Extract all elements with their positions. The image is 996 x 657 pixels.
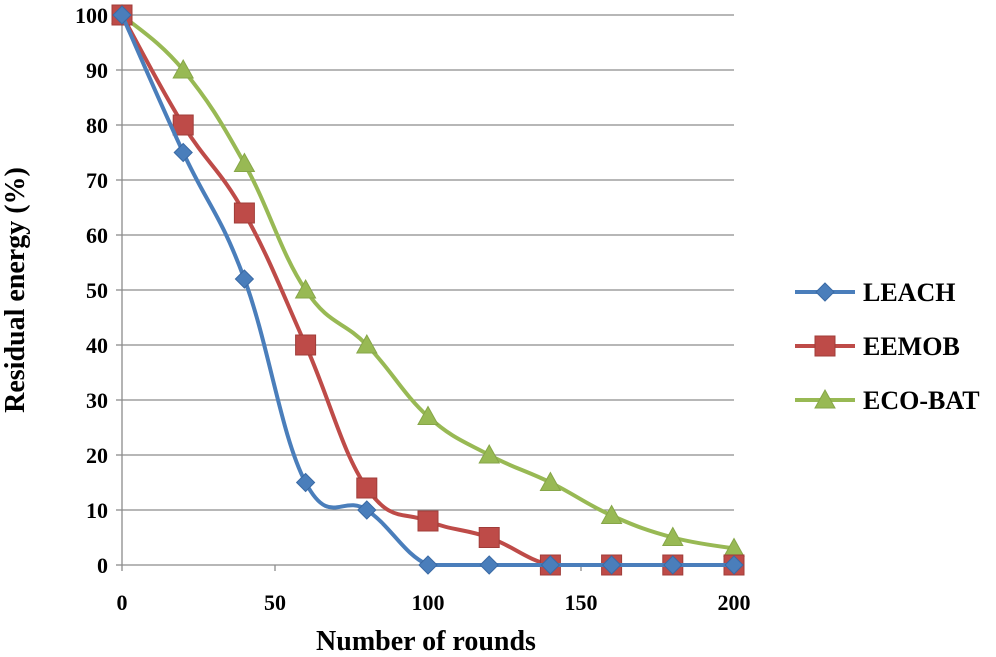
- y-tick-label: 40: [86, 333, 108, 358]
- axis-layer: [116, 14, 735, 571]
- data-point-leach: [234, 269, 255, 289]
- series-leach: [112, 5, 744, 575]
- series-line-eco-bat: [120, 13, 736, 551]
- data-point-eemob: [233, 202, 255, 224]
- y-tick-label: 80: [86, 113, 108, 138]
- data-point-leach: [112, 5, 132, 25]
- data-point-leach: [418, 555, 438, 575]
- grid-layer: [122, 14, 734, 511]
- data-point-leach: [663, 555, 683, 575]
- y-tick-label: 70: [86, 168, 108, 193]
- data-point-eemob: [295, 334, 317, 356]
- data-point-eco-bat: [355, 333, 378, 354]
- x-tick-label: 150: [565, 590, 598, 615]
- y-tick-label: 90: [86, 58, 108, 83]
- y-tick-label: 20: [86, 443, 108, 468]
- data-point-eco-bat: [600, 504, 623, 524]
- data-point-eemob: [356, 477, 378, 499]
- data-point-eemob: [417, 510, 439, 532]
- y-axis-title: Residual energy (%): [0, 167, 31, 413]
- data-point-eco-bat: [478, 443, 501, 464]
- y-tick-label: 10: [86, 498, 108, 523]
- legend-item-eco-bat: ECO-BAT: [795, 386, 980, 415]
- x-tick-label: 0: [117, 590, 128, 615]
- data-point-eco-bat: [172, 58, 195, 79]
- y-tick-label: 60: [86, 223, 108, 248]
- data-point-leach: [173, 142, 193, 163]
- legend-marker: [815, 282, 835, 302]
- data-point-leach: [724, 555, 744, 575]
- legend-marker: [814, 335, 836, 357]
- legend-item-eemob: EEMOB: [795, 332, 960, 361]
- data-point-eco-bat: [539, 471, 562, 491]
- y-tick-label: 100: [75, 3, 108, 28]
- legend-marker: [814, 388, 836, 409]
- data-point-leach: [295, 472, 316, 493]
- legend-label: EEMOB: [863, 332, 960, 361]
- data-point-eco-bat: [661, 526, 684, 546]
- legend-label: LEACH: [863, 278, 955, 307]
- data-point-eemob: [172, 114, 194, 136]
- data-point-leach: [357, 500, 377, 520]
- legend: LEACH EEMOB ECO-BAT: [795, 278, 980, 415]
- tick-label-layer: 0 10 20 30 40 50 60 70 80 90 100 0 50 100 150 200: [75, 3, 751, 615]
- data-point-eco-bat: [417, 405, 439, 425]
- data-point-leach: [601, 555, 622, 575]
- data-point-leach: [540, 555, 561, 575]
- series-layer: [111, 3, 745, 576]
- legend-label: ECO-BAT: [863, 386, 980, 415]
- x-tick-label: 200: [718, 590, 751, 615]
- data-point-leach: [479, 555, 499, 575]
- data-point-eco-bat: [233, 152, 256, 172]
- x-tick-label: 100: [412, 590, 445, 615]
- x-axis-title: Number of rounds: [316, 626, 536, 657]
- y-tick-label: 30: [86, 388, 108, 413]
- series-eco-bat: [111, 3, 745, 557]
- y-tick-label: 50: [86, 278, 108, 303]
- data-point-eco-bat: [294, 278, 317, 299]
- data-point-eemob: [478, 527, 500, 548]
- legend-item-leach: LEACH: [795, 278, 955, 307]
- y-tick-label: 0: [97, 553, 108, 578]
- x-tick-label: 50: [264, 590, 286, 615]
